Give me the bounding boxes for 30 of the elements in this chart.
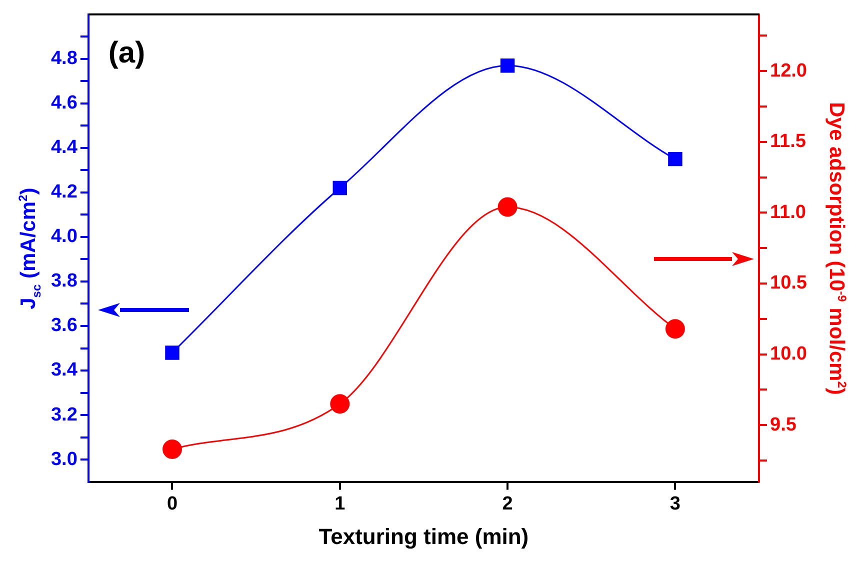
y2-tick-label: 10.5 — [770, 272, 808, 294]
point — [500, 58, 515, 73]
y-tick-label: 3.4 — [50, 360, 78, 381]
annotation: (a) — [108, 36, 146, 70]
y-tick-label: 4.2 — [50, 182, 78, 203]
y-tick-label: 3.0 — [50, 448, 78, 470]
point — [165, 346, 180, 360]
x-tick-label: 3 — [670, 493, 680, 514]
y2-tick-label: 11.5 — [770, 131, 806, 152]
point — [498, 197, 518, 217]
y-tick-label: 3.2 — [50, 404, 78, 426]
point — [162, 439, 182, 459]
y2-tick-label: 12.0 — [770, 60, 808, 82]
y-tick-label: 4.8 — [50, 48, 78, 70]
x-tick-label: 0 — [166, 493, 178, 514]
y-tick-label: 4.0 — [50, 226, 78, 248]
x-axis-title: Texturing time (min) — [318, 524, 529, 549]
point — [332, 180, 348, 196]
y-tick-label: 4.4 — [50, 137, 78, 158]
point — [668, 152, 682, 166]
y2-tick-label: 11.0 — [770, 202, 806, 223]
x-tick-label: 1 — [334, 493, 346, 514]
point — [665, 319, 685, 339]
y-tick-label: 3.6 — [50, 315, 78, 336]
y2-tick-label: 9.5 — [770, 414, 797, 436]
y-tick-label: 4.6 — [50, 92, 78, 114]
point — [330, 394, 350, 414]
y-tick-label: 3.8 — [50, 270, 78, 292]
x-tick-label: 2 — [502, 493, 513, 514]
y2-tick-label: 10.0 — [770, 344, 808, 365]
